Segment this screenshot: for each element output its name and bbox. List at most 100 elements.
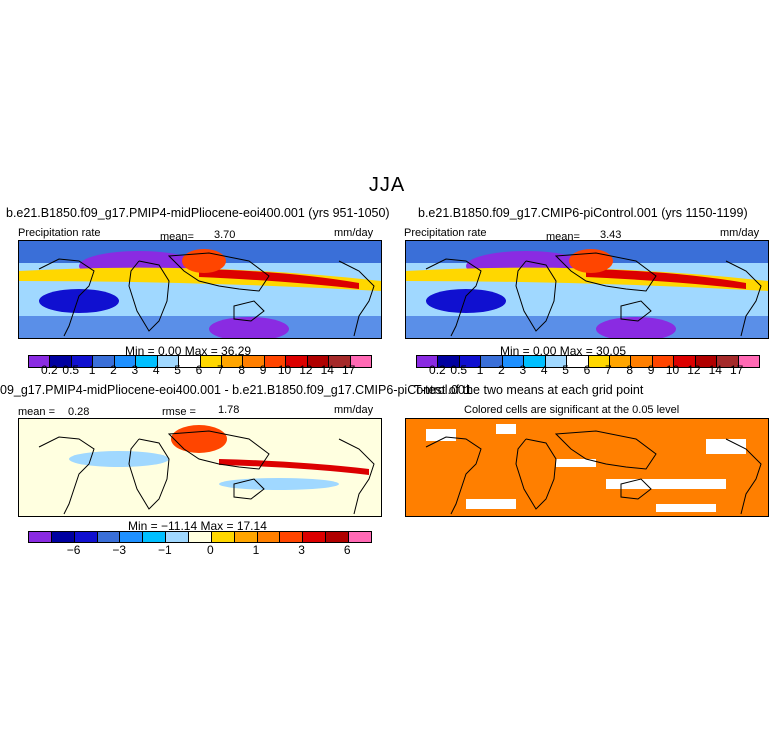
colorbar-label: 6 [195, 363, 203, 377]
colorbar-label: 1 [252, 543, 260, 557]
rmse-value: 1.78 [218, 404, 240, 416]
colorbar-label: 0.5 [450, 363, 468, 377]
units-label: mm/day [334, 404, 374, 416]
colorbar-label: 1 [476, 363, 484, 377]
variable-label: Precipitation rate [18, 227, 101, 239]
precip-map-picontrol [405, 240, 769, 339]
significance-caption: Colored cells are significant at the 0.0… [464, 404, 680, 416]
colorbar-label: 3 [298, 543, 305, 557]
mean-value: 3.43 [600, 229, 622, 241]
colorbar-swatch [307, 356, 330, 367]
precip-colorbar-labels: 0.2 0.5 1 2 3 4 5 6 7 8 9 10 12 14 17 [416, 363, 758, 377]
colorbar-swatch [717, 356, 739, 367]
precip-map-pliocene [18, 240, 382, 339]
difference-colorbar [28, 531, 372, 543]
colorbar-swatch [350, 356, 371, 367]
precip-field [406, 241, 768, 338]
colorbar-label: 12 [299, 363, 313, 377]
mean-value: 0.28 [68, 406, 90, 418]
colorbar-swatch [326, 532, 350, 542]
significance-field [406, 419, 768, 516]
precip-field [19, 241, 381, 338]
minmax-label: Min = 0.00 Max = 36.29 [125, 344, 252, 358]
colorbar-label: 2 [110, 363, 117, 377]
colorbar-label: 14 [708, 363, 722, 377]
colorbar-label: 10 [277, 363, 292, 377]
colorbar-swatch [264, 356, 287, 367]
colorbar-label: 3 [519, 363, 527, 377]
colorbar-label: 0.5 [62, 363, 80, 377]
difference-colorbar-labels: −6 −3 −1 0 1 3 6 [28, 543, 370, 557]
colorbar-swatch [257, 532, 281, 542]
colorbar-swatch [738, 356, 759, 367]
colorbar-swatch [609, 356, 632, 367]
colorbar-swatch [200, 356, 222, 367]
colorbar-label: 0.2 [429, 363, 446, 377]
colorbar-swatch [459, 356, 482, 367]
mean-label: mean = [18, 406, 55, 418]
colorbar-label: 2 [498, 363, 505, 377]
colorbar-swatch [143, 532, 167, 542]
colorbar-label: 4 [540, 363, 548, 377]
colorbar-swatch [29, 532, 52, 542]
colorbar-label: 7 [605, 363, 612, 377]
colorbar-swatch [120, 532, 144, 542]
colorbar-swatch [221, 356, 244, 367]
precip-colorbar [28, 355, 372, 368]
colorbar-label: 6 [583, 363, 591, 377]
minmax-label: Min = 0.00 Max = 30.05 [500, 344, 627, 358]
precip-colorbar [416, 355, 760, 368]
panel-title-pliocene: b.e21.B1850.f09_g17.PMIP4-midPliocene-eo… [6, 206, 390, 220]
colorbar-label: −3 [112, 543, 127, 557]
colorbar-swatch [71, 356, 94, 367]
colorbar-swatch [51, 532, 75, 542]
colorbar-swatch [166, 532, 190, 542]
colorbar-label: 0.2 [41, 363, 58, 377]
colorbar-label: 9 [259, 363, 267, 377]
colorbar-swatch [567, 356, 589, 367]
colorbar-swatch [286, 356, 308, 367]
page-title: JJA [368, 174, 406, 196]
colorbar-swatch [349, 532, 371, 542]
colorbar-swatch [114, 356, 137, 367]
colorbar-label: 6 [343, 543, 351, 557]
colorbar-swatch [280, 532, 304, 542]
colorbar-label: 3 [131, 363, 139, 377]
colorbar-swatch [695, 356, 718, 367]
variable-label: Precipitation rate [404, 227, 487, 239]
colorbar-swatch [545, 356, 568, 367]
colorbar-swatch [97, 532, 121, 542]
colorbar-label: 1 [88, 363, 96, 377]
colorbar-label: 0 [207, 543, 214, 557]
colorbar-label: 4 [152, 363, 160, 377]
colorbar-swatch [50, 356, 72, 367]
colorbar-swatch [481, 356, 503, 367]
colorbar-label: 10 [665, 363, 680, 377]
colorbar-label: 5 [562, 363, 569, 377]
difference-field [19, 419, 381, 516]
colorbar-swatch [243, 356, 265, 367]
colorbar-label: 9 [647, 363, 655, 377]
colorbar-swatch [234, 532, 258, 542]
colorbar-swatch [179, 356, 201, 367]
colorbar-label: 8 [238, 363, 246, 377]
difference-map [18, 418, 382, 517]
units-label: mm/day [720, 227, 760, 239]
colorbar-swatch [588, 356, 610, 367]
colorbar-label: 8 [626, 363, 634, 377]
colorbar-swatch [303, 532, 327, 542]
colorbar-swatch [524, 356, 546, 367]
colorbar-label: 17 [341, 363, 356, 377]
colorbar-label: 5 [174, 363, 181, 377]
significance-map [405, 418, 769, 517]
colorbar-swatch [329, 356, 351, 367]
colorbar-swatch [674, 356, 696, 367]
panel-title-difference: 09_g17.PMIP4-midPliocene-eoi400.001 - b.… [0, 383, 472, 397]
colorbar-label: 7 [217, 363, 224, 377]
colorbar-label: 17 [729, 363, 744, 377]
minmax-label: Min = −11.14 Max = 17.14 [128, 519, 267, 533]
colorbar-swatch [211, 532, 235, 542]
colorbar-swatch [502, 356, 525, 367]
mean-value: 3.70 [214, 229, 236, 241]
colorbar-swatch [189, 532, 212, 542]
